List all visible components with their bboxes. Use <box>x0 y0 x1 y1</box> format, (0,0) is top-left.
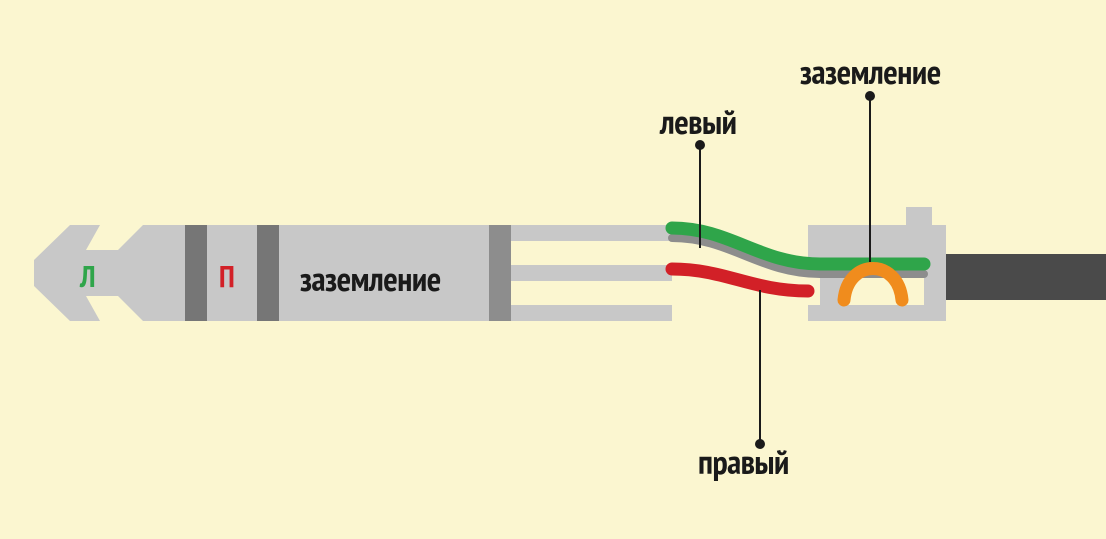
sleeve-label: заземление <box>300 257 441 301</box>
ring-P-label: П <box>219 257 234 296</box>
tip-L-label: Л <box>80 257 95 296</box>
callout-ground: заземление <box>800 50 941 94</box>
callout-right: правый <box>698 440 789 484</box>
callout-left: левый <box>660 100 736 144</box>
